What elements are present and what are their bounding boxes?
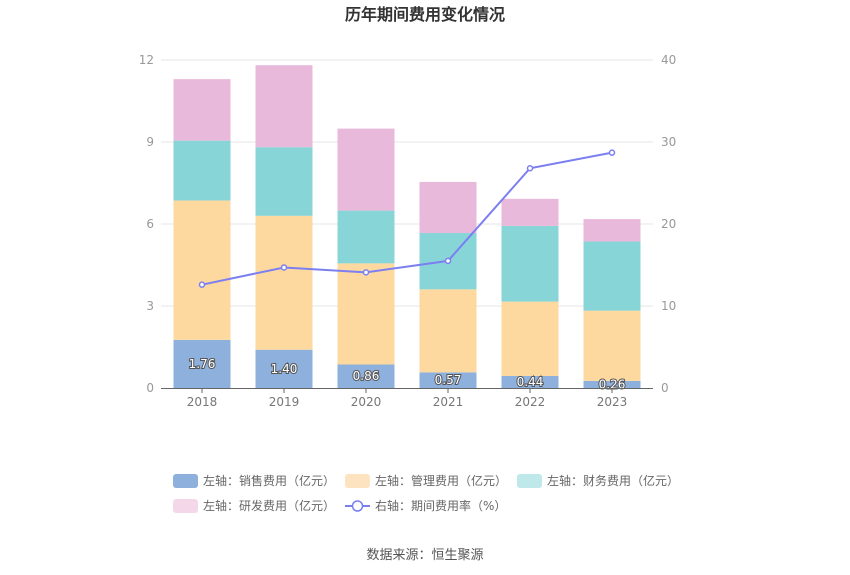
bar-segment xyxy=(583,380,641,388)
bar-segment xyxy=(337,210,395,264)
x-axis-tick-label: 2020 xyxy=(351,395,382,409)
left-axis-tick-label: 3 xyxy=(146,299,154,313)
bar-segment xyxy=(255,215,313,350)
legend: 左轴：销售费用（亿元） 左轴：管理费用（亿元） 左轴：财务费用（亿元） 左轴：研发费用… xyxy=(173,473,679,513)
data-labels: 1.76 1.400.86 0.57 0.44 0.26 xyxy=(188,356,627,393)
chart-title: 历年期间费用变化情况 xyxy=(345,5,505,24)
bar-segment xyxy=(255,147,313,216)
right-axis-ticks: 0 10 20 30 40 xyxy=(661,53,676,395)
left-axis-tick-label: 0 xyxy=(146,381,154,395)
bar-segment xyxy=(173,339,231,388)
bar-segment xyxy=(255,349,313,388)
bar-segment xyxy=(501,301,559,376)
x-axis-tick-label: 2018 xyxy=(187,395,218,409)
left-axis-tick-label: 9 xyxy=(146,135,154,149)
rate-point xyxy=(280,264,288,271)
legend-swatch xyxy=(517,474,542,488)
bar-segment xyxy=(173,200,231,340)
bar-segment xyxy=(583,310,641,381)
rate-line-group xyxy=(198,149,616,288)
left-axis-tick-label: 12 xyxy=(139,53,154,67)
bar-data-label: 1.40 xyxy=(271,362,298,376)
legend-swatch xyxy=(345,474,370,488)
source-note: 数据来源：恒生聚源 xyxy=(366,548,483,563)
left-axis-tick-label: 6 xyxy=(146,217,154,231)
left-axis-ticks: 0 3 6 9 12 xyxy=(139,53,154,395)
bar-segment xyxy=(337,263,395,365)
right-axis-tick-label: 10 xyxy=(661,299,676,313)
rate-point xyxy=(362,269,370,276)
bar-segment xyxy=(501,375,559,388)
legend-label: 左轴：财务费用（亿元） xyxy=(547,473,679,488)
bar-segment xyxy=(173,79,231,141)
bar-segment xyxy=(419,372,477,388)
bar-segment xyxy=(173,140,231,201)
rate-point xyxy=(608,149,616,156)
right-axis-tick-label: 40 xyxy=(661,53,676,67)
legend-swatch xyxy=(173,499,198,513)
legend-label: 右轴：期间费用率（%） xyxy=(375,498,506,513)
bar-segment xyxy=(419,181,477,234)
right-axis-tick-label: 30 xyxy=(661,135,676,149)
x-axis-tick-label: 2022 xyxy=(515,395,546,409)
rate-line xyxy=(201,151,613,286)
right-axis-tick-label: 20 xyxy=(661,217,676,231)
bar-data-label: 0.86 xyxy=(353,369,380,383)
bar-segment xyxy=(337,364,395,388)
bar-segment xyxy=(419,289,477,373)
rate-point xyxy=(526,164,534,172)
bar-segment xyxy=(501,198,559,226)
x-axis-tick-label: 2023 xyxy=(597,395,628,409)
legend-marker xyxy=(351,500,364,512)
bar-group xyxy=(173,65,641,388)
x-axis-tick-label: 2021 xyxy=(433,395,464,409)
bar-segment xyxy=(583,219,641,242)
rate-point xyxy=(198,281,206,288)
bar-data-label: 0.44 xyxy=(517,375,544,389)
bar-segment xyxy=(337,128,395,211)
rate-point xyxy=(444,257,452,265)
legend-label: 左轴：研发费用（亿元） xyxy=(203,498,335,513)
grid-lines xyxy=(161,59,653,307)
legend-label: 左轴：管理费用（亿元） xyxy=(375,473,507,488)
legend-label: 左轴：销售费用（亿元） xyxy=(203,473,335,488)
bar-segment xyxy=(583,241,641,311)
x-axis-ticks: 2018 2019 2020 2021 2022 2023 xyxy=(187,388,628,409)
bar-data-label: 0.57 xyxy=(435,373,462,387)
bar-segment xyxy=(501,225,559,302)
right-axis-tick-label: 0 xyxy=(661,381,669,395)
legend-swatch xyxy=(173,474,198,488)
x-axis-tick-label: 2019 xyxy=(269,395,300,409)
bar-segment xyxy=(255,65,313,148)
bar-data-label: 1.76 xyxy=(189,357,216,371)
